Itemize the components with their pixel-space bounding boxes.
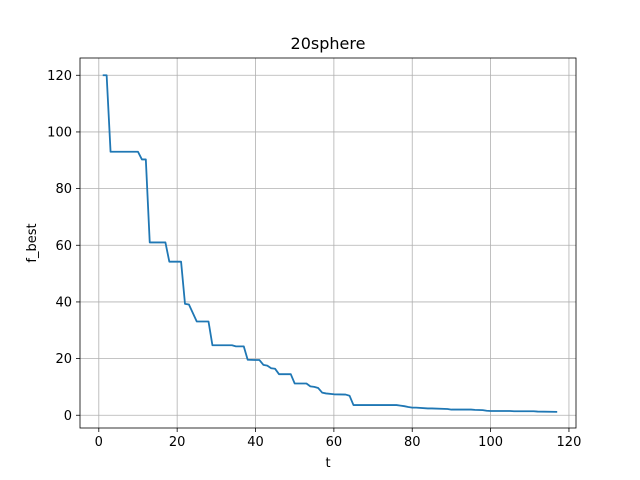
y-tick-label: 60 <box>55 239 72 254</box>
x-tick-label: 40 <box>247 435 264 450</box>
x-tick-label: 20 <box>169 435 186 450</box>
y-tick-label: 20 <box>55 352 72 367</box>
grid <box>80 58 576 428</box>
x-axis-label: t <box>325 456 330 471</box>
y-axis-label: f_best <box>25 223 40 262</box>
y-tick-label: 0 <box>64 409 72 424</box>
series-line <box>102 74 558 413</box>
chart-title: 20sphere <box>291 34 366 53</box>
axis-ticks: 0 20 40 60 80 100 120 0 20 40 60 80 100 120 <box>47 69 581 450</box>
y-tick-label: 100 <box>47 125 72 140</box>
y-tick-label: 80 <box>55 182 72 197</box>
x-tick-label: 0 <box>95 435 103 450</box>
series-layer <box>102 74 558 413</box>
y-tick-label: 40 <box>55 295 72 310</box>
x-tick-label: 100 <box>478 435 503 450</box>
y-tick-label: 120 <box>47 69 72 84</box>
x-tick-label: 120 <box>557 435 582 450</box>
plot-frame <box>79 57 577 429</box>
x-tick-label: 60 <box>326 435 343 450</box>
x-tick-label: 80 <box>404 435 421 450</box>
